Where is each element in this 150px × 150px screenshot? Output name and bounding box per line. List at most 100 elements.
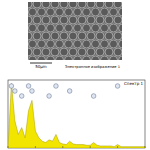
sem-grain: [69, 2, 77, 8]
sem-grain: [38, 40, 46, 48]
sem-grain: [83, 56, 91, 60]
sem-image: 50µm Электронное изображение 1: [24, 0, 136, 69]
sem-grain: [28, 48, 32, 56]
plot-frame: [8, 80, 145, 148]
sem-grain: [28, 32, 32, 40]
sem-grain: [65, 24, 73, 32]
sem-grain: [74, 24, 82, 32]
sem-grain: [33, 32, 41, 40]
peak-marker: [67, 89, 72, 94]
sem-grain: [87, 32, 95, 40]
sem-grain: [105, 32, 113, 40]
sem-grain: [33, 2, 41, 8]
sem-grain: [83, 40, 91, 48]
sem-grain: [28, 2, 32, 8]
sem-grain: [87, 2, 95, 8]
sem-grain: [119, 40, 123, 48]
sem-grain: [38, 56, 46, 60]
sem-grain: [69, 48, 77, 56]
x-tick: [90, 146, 91, 148]
image-caption: Электронное изображение 1: [65, 65, 120, 69]
sem-grain: [114, 2, 122, 8]
sem-grain: [60, 48, 68, 56]
sem-grain: [110, 40, 118, 48]
sem-grain: [110, 8, 118, 16]
sem-grain: [28, 16, 32, 24]
sem-grain: [56, 8, 64, 16]
sem-grain: [56, 56, 64, 60]
sem-grain: [92, 40, 100, 48]
sem-grain: [92, 24, 100, 32]
sem-grain: [47, 40, 55, 48]
sem-grain: [51, 16, 59, 24]
x-tick: [145, 146, 146, 148]
sem-grain: [105, 2, 113, 8]
sem-grain: [114, 32, 122, 40]
peak-marker: [91, 94, 96, 99]
sem-grain: [47, 56, 55, 60]
sem-grain: [114, 48, 122, 56]
sem-grain: [87, 16, 95, 24]
peak-marker: [47, 94, 52, 99]
sem-grain: [51, 48, 59, 56]
sem-grain: [29, 24, 37, 32]
sem-grain: [101, 8, 109, 16]
peak-marker: [54, 84, 59, 89]
sem-grain: [78, 32, 86, 40]
sem-grain: [65, 40, 73, 48]
sem-grain: [74, 56, 82, 60]
sem-grain: [101, 40, 109, 48]
sem-grain: [38, 8, 46, 16]
sem-grain: [101, 24, 109, 32]
sem-grain: [29, 40, 37, 48]
sem-grain: [87, 48, 95, 56]
sem-grain: [29, 56, 37, 60]
sem-footer: [28, 60, 122, 69]
sem-grain: [38, 24, 46, 32]
x-tick: [117, 146, 118, 148]
sem-grain: [60, 2, 68, 8]
sem-grain: [110, 56, 118, 60]
sem-grain: [96, 16, 104, 24]
sem-texture: [28, 2, 122, 60]
sem-grain: [56, 24, 64, 32]
sem-grain: [96, 32, 104, 40]
sem-grain: [65, 56, 73, 60]
sem-grain: [74, 40, 82, 48]
sem-grain: [29, 8, 37, 16]
x-tick: [8, 146, 9, 148]
sem-grain: [119, 8, 123, 16]
sem-grain: [33, 48, 41, 56]
peak-marker: [13, 89, 18, 94]
sem-grain: [110, 24, 118, 32]
sem-grain: [92, 8, 100, 16]
plot-area: [8, 83, 145, 148]
sem-grain: [96, 48, 104, 56]
x-tick: [62, 146, 63, 148]
sem-grain: [119, 56, 123, 60]
figure: 50µm Электронное изображение 1 Спектр 1: [0, 0, 150, 150]
sem-grain: [65, 8, 73, 16]
peak-marker: [30, 89, 35, 94]
sem-grain: [83, 24, 91, 32]
sem-grain: [105, 16, 113, 24]
chart-title: Спектр 1: [124, 81, 143, 86]
sem-grain: [114, 16, 122, 24]
scale-bar-label: 50µm: [35, 64, 47, 69]
x-tick: [35, 146, 36, 148]
sem-grain: [69, 32, 77, 40]
peak-marker: [26, 84, 31, 89]
sem-grain: [60, 32, 68, 40]
sem-grain: [69, 16, 77, 24]
sem-grain: [78, 48, 86, 56]
spectrum-area: [8, 83, 145, 148]
sem-grain: [51, 32, 59, 40]
peak-marker: [19, 94, 24, 99]
sem-grain: [33, 16, 41, 24]
sem-grain: [56, 40, 64, 48]
sem-grain: [74, 8, 82, 16]
peak-marker: [115, 84, 120, 89]
sem-grain: [42, 32, 50, 40]
sem-grain: [47, 8, 55, 16]
sem-background: [28, 2, 122, 60]
